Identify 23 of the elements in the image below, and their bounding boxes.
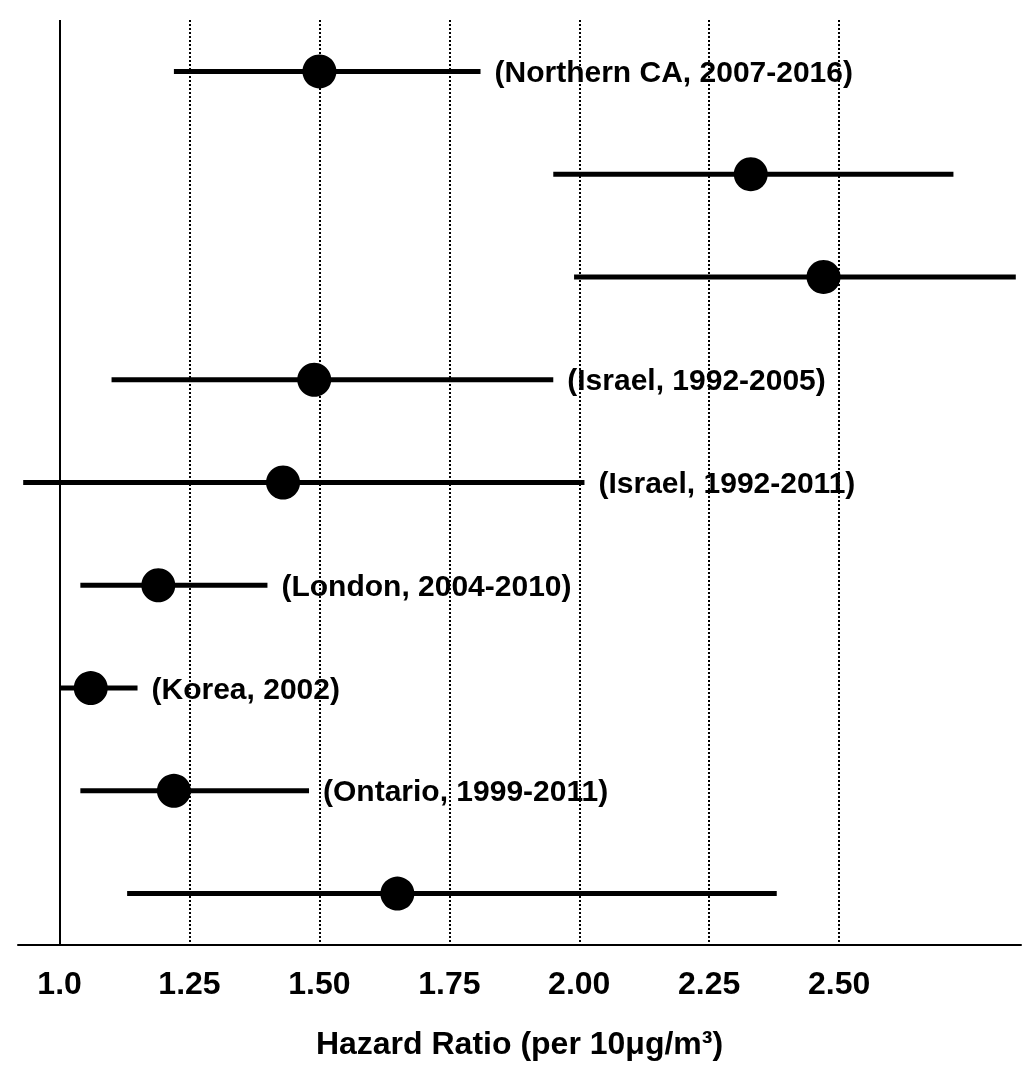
x-tick-label: 1.0 [37,965,82,1001]
point [733,157,768,192]
x-tick-label: 2.00 [548,965,611,1001]
x-tick-label: 2.50 [807,965,871,1001]
y-tick-label: (Ontario, 1999-2011) [323,774,609,808]
y-tick-label: (Korea, 2002) [151,671,340,705]
x-tick-label: 1.75 [418,965,481,1001]
x-tick-label: 1.25 [158,965,221,1001]
x-tick-label: 2.25 [678,965,741,1001]
point [380,876,415,911]
point [141,568,176,603]
point [806,259,841,294]
point [266,465,301,500]
y-tick-label: (London, 2004-2010) [281,568,572,602]
point [73,671,108,706]
point [302,54,337,89]
y-tick-label: (Northern CA, 2007-2016) [494,54,853,88]
x-tick-label: 1.50 [288,965,351,1001]
point [297,362,332,397]
x-axis-title: Hazard Ratio (per 10μg/m³) [315,1025,724,1061]
point [156,773,191,808]
y-tick-label: (Israel, 1992-2005) [567,363,826,397]
y-tick-label: (Israel, 1992-2011) [598,466,856,499]
